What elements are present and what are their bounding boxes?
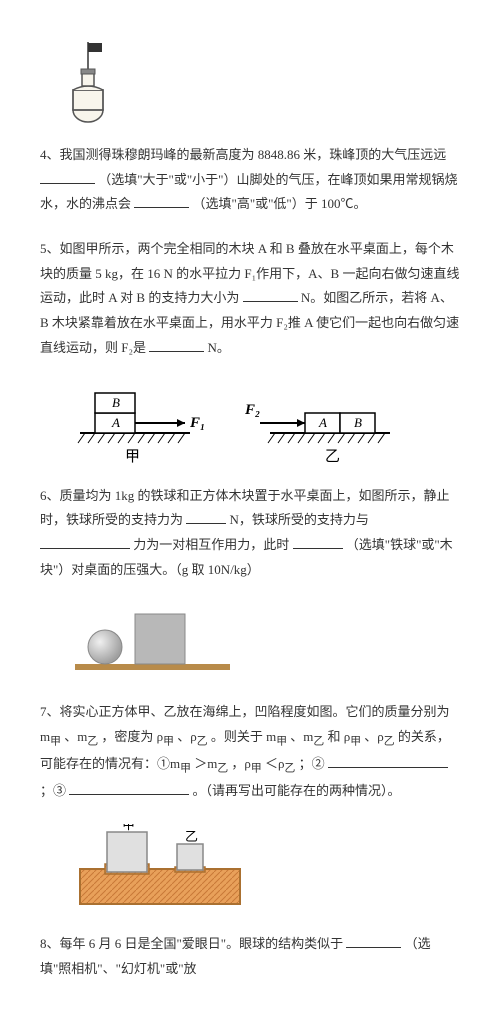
fig-q5: A B F₁ 甲 A B F₂ 乙 [70,381,460,466]
label-A2: A [318,415,327,430]
q4-blank-1 [40,170,95,184]
question-4: 4、我国测得珠穆朗玛峰的最新高度为 8848.86 米，珠峰顶的大气压远远 （选… [40,143,460,217]
q7-blank-2 [69,781,189,795]
q4-text-3: （选填"高"或"低"）于 100℃。 [193,196,367,211]
q5-text-3: N。 [208,340,230,355]
q6-blank-2 [40,535,130,549]
fig-q6 [70,602,460,682]
label-F1: F₁ [189,415,205,431]
label-B: B [112,395,120,410]
label-B2: B [354,415,362,430]
q4-blank-2 [134,194,189,208]
label-F2: F₂ [244,402,260,418]
question-6: 6、质量均为 1kg 的铁球和正方体木块置于水平桌面上，如图所示，静止时，铁球所… [40,484,460,583]
fig-q3-bottle [60,40,460,125]
question-5: 5、如图甲所示，两个完全相同的木块 A 和 B 叠放在水平桌面上，每个木块的质量… [40,237,460,360]
q6-blank-3 [293,535,343,549]
label-yi: 乙 [325,449,340,465]
label-jia: 甲 [125,449,140,465]
q8-t1: 8、每年 6 月 6 日是全国"爱眼日"。眼球的结构类似于 [40,936,343,951]
label-A: A [111,415,120,430]
q5-blank-2 [149,338,204,352]
label-jia-7: 甲 [122,824,135,832]
label-yi-7: 乙 [185,829,198,844]
question-8: 8、每年 6 月 6 日是全国"爱眼日"。眼球的结构类似于 （选填"照相机"、"… [40,932,460,981]
q6-t3: 力为一对相互作用力，此时 [133,537,289,552]
q7-blank-1 [328,754,448,768]
q6-t2: N，铁球所受的支持力与 [230,512,369,527]
question-7: 7、将实心正方体甲、乙放在海绵上，凹陷程度如图。它们的质量分别为 m甲 、m乙 … [40,700,460,804]
q5-blank-1 [243,288,298,302]
fig-q7: 甲 乙 [70,824,460,914]
q8-blank-1 [346,934,401,948]
q6-blank-1 [186,510,226,524]
q4-text-1: 4、我国测得珠穆朗玛峰的最新高度为 8848.86 米，珠峰顶的大气压远远 [40,147,446,162]
